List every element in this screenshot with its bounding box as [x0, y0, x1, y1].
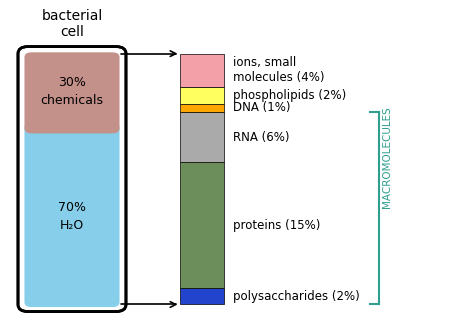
Text: bacterial
cell: bacterial cell [42, 9, 103, 39]
Bar [180, 112, 224, 163]
Bar [180, 104, 224, 112]
Text: DNA (1%): DNA (1%) [233, 102, 290, 115]
Bar [180, 163, 224, 288]
FancyBboxPatch shape [24, 123, 120, 307]
FancyBboxPatch shape [18, 47, 126, 312]
FancyBboxPatch shape [24, 52, 120, 134]
Text: RNA (6%): RNA (6%) [233, 131, 289, 144]
Text: 70%
H₂O: 70% H₂O [58, 201, 86, 232]
Text: phospholipids (2%): phospholipids (2%) [233, 89, 346, 102]
Text: polysaccharides (2%): polysaccharides (2%) [233, 290, 359, 303]
Bar [180, 288, 224, 304]
Text: 30%
chemicals: 30% chemicals [41, 76, 104, 107]
Text: proteins (15%): proteins (15%) [233, 218, 320, 231]
Bar [180, 87, 224, 104]
Text: ions, small
molecules (4%): ions, small molecules (4%) [233, 56, 324, 84]
Bar [180, 54, 224, 87]
Text: MACROMOLECULES: MACROMOLECULES [382, 107, 392, 208]
